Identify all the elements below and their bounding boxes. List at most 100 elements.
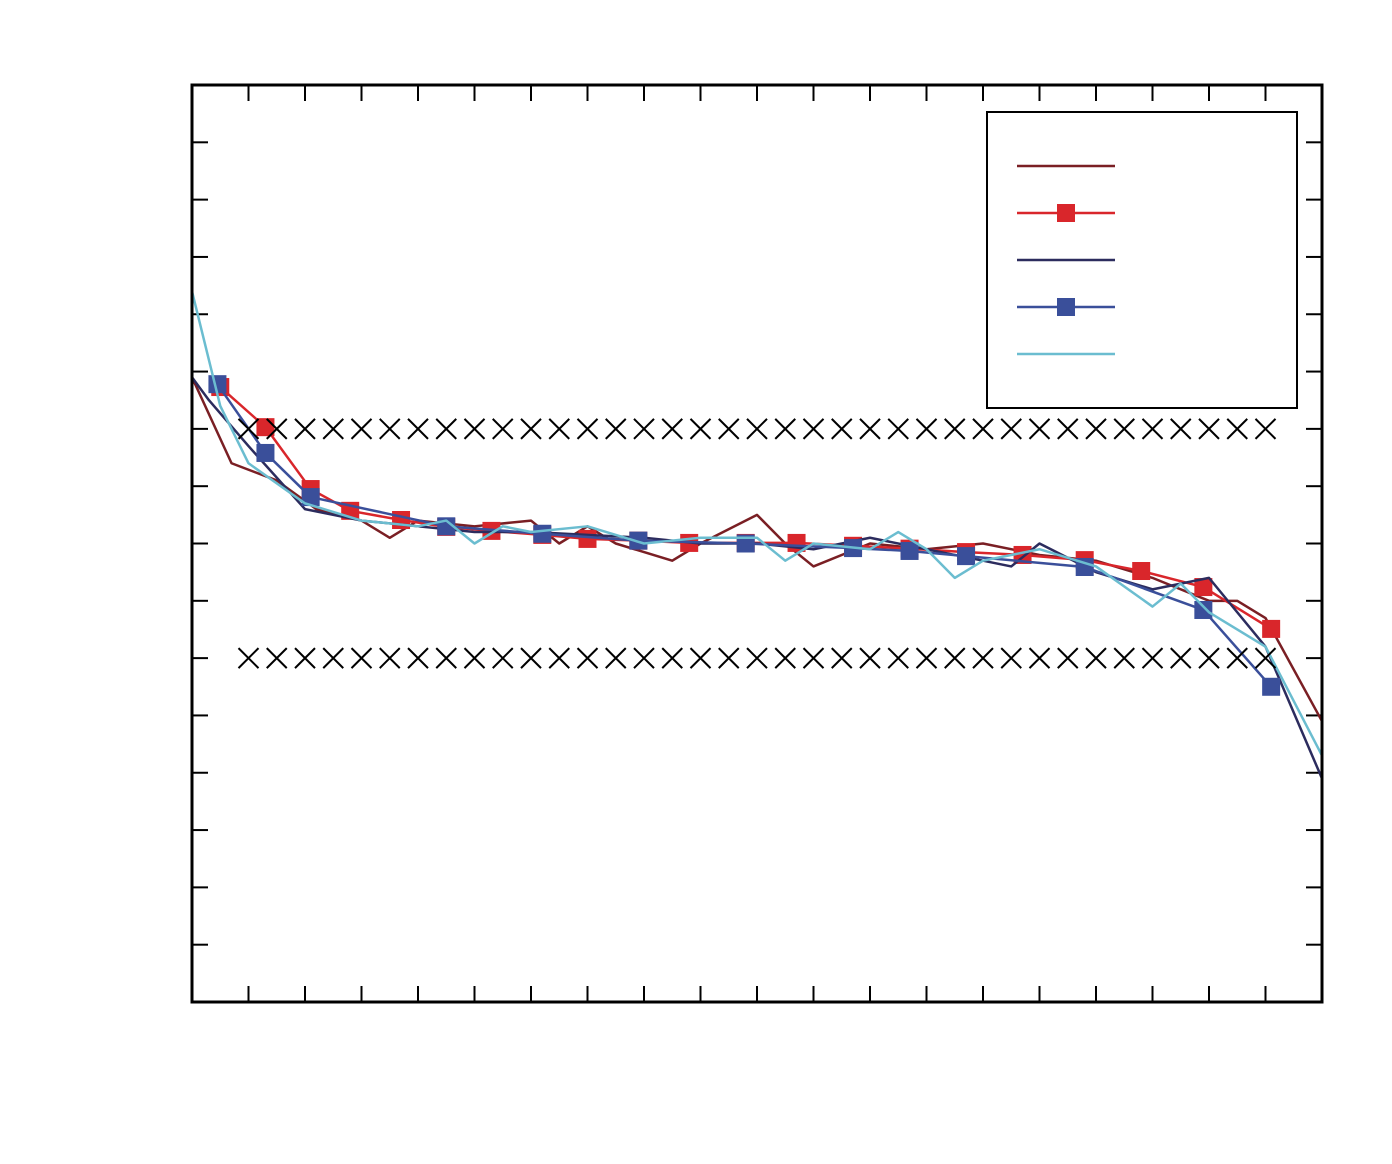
cross-stroke	[605, 418, 627, 440]
cross-stroke	[379, 418, 401, 440]
cross-marker	[1198, 418, 1220, 440]
square-marker	[1194, 578, 1213, 597]
square-marker	[900, 541, 919, 560]
cross-marker	[548, 647, 570, 669]
cross-stroke	[322, 418, 344, 440]
cross-marker	[520, 418, 542, 440]
cross-marker	[435, 647, 457, 669]
cross-marker	[774, 418, 796, 440]
cross-marker	[379, 647, 401, 669]
cross-marker	[831, 418, 853, 440]
cross-marker	[350, 647, 373, 669]
cross-marker	[322, 647, 344, 669]
square-marker	[957, 547, 976, 566]
cross-marker	[718, 647, 740, 669]
cross-stroke	[1141, 418, 1164, 440]
cross-stroke	[1057, 418, 1079, 440]
cross-stroke	[887, 647, 909, 669]
square-marker	[1262, 619, 1281, 638]
cross-stroke	[915, 418, 938, 440]
series-line	[219, 386, 1272, 630]
cross-marker	[1254, 647, 1277, 669]
cross-stroke	[859, 418, 881, 440]
cross-stroke	[633, 647, 655, 669]
series-line	[190, 291, 1324, 757]
square-marker	[256, 443, 275, 462]
cross-marker	[915, 418, 938, 440]
cross-marker	[576, 418, 599, 440]
cross-marker	[492, 647, 514, 669]
cross-stroke	[1113, 418, 1135, 440]
cross-marker	[435, 418, 457, 440]
cross-marker	[237, 647, 260, 669]
cross-stroke	[266, 418, 288, 440]
cross-stroke	[237, 418, 260, 440]
cross-stroke	[520, 418, 542, 440]
cross-marker	[661, 418, 683, 440]
cross-marker	[237, 418, 260, 440]
cross-marker	[972, 647, 994, 669]
cross-marker	[266, 647, 288, 669]
cross-stroke	[492, 418, 514, 440]
cross-marker	[944, 647, 966, 669]
cross-stroke	[1028, 418, 1051, 440]
square-marker	[1262, 677, 1281, 696]
cross-stroke	[972, 418, 994, 440]
cross-marker	[492, 418, 514, 440]
cross-marker	[1113, 647, 1135, 669]
cross-marker	[859, 647, 881, 669]
cross-stroke	[1198, 647, 1220, 669]
cross-marker	[1085, 418, 1107, 440]
square-marker	[1057, 298, 1075, 316]
plot-frame	[190, 83, 1324, 1004]
cross-stroke	[1113, 647, 1135, 669]
cross-marker	[1113, 418, 1135, 440]
cross-marker	[350, 418, 373, 440]
cross-stroke	[887, 418, 909, 440]
cross-stroke	[237, 647, 260, 669]
cross-marker	[887, 418, 909, 440]
cross-marker	[1057, 418, 1079, 440]
cross-stroke	[774, 418, 796, 440]
cross-stroke	[802, 647, 825, 669]
cross-stroke	[1000, 418, 1022, 440]
cross-marker	[1057, 647, 1079, 669]
cross-marker	[605, 647, 627, 669]
cross-marker	[407, 647, 429, 669]
cross-marker	[1000, 418, 1022, 440]
cross-stroke	[407, 647, 429, 669]
cross-stroke	[1254, 418, 1277, 440]
cross-stroke	[718, 647, 740, 669]
cross-stroke	[1000, 647, 1022, 669]
cross-stroke	[1226, 647, 1248, 669]
cross-marker	[689, 647, 712, 669]
cross-marker	[887, 647, 909, 669]
cross-stroke	[831, 647, 853, 669]
cross-marker	[322, 418, 344, 440]
cross-stroke	[661, 647, 683, 669]
cross-stroke	[1085, 647, 1107, 669]
cross-marker	[689, 418, 712, 440]
cross-marker	[1170, 418, 1192, 440]
cross-marker	[463, 418, 486, 440]
cross-marker	[520, 647, 542, 669]
square-marker	[1194, 600, 1213, 619]
cross-stroke	[718, 418, 740, 440]
cross-marker	[266, 418, 288, 440]
cross-marker	[718, 418, 740, 440]
cross-marker	[576, 647, 599, 669]
cross-stroke	[1057, 647, 1079, 669]
cross-stroke	[1198, 418, 1220, 440]
cross-stroke	[548, 418, 570, 440]
cross-stroke	[1254, 647, 1277, 669]
cross-stroke	[915, 647, 938, 669]
cross-marker	[1198, 647, 1220, 669]
cross-stroke	[463, 418, 486, 440]
cross-stroke	[435, 418, 457, 440]
square-marker	[578, 529, 597, 548]
cross-marker	[407, 418, 429, 440]
cross-marker	[859, 418, 881, 440]
cross-stroke	[1085, 418, 1107, 440]
cross-stroke	[492, 647, 514, 669]
